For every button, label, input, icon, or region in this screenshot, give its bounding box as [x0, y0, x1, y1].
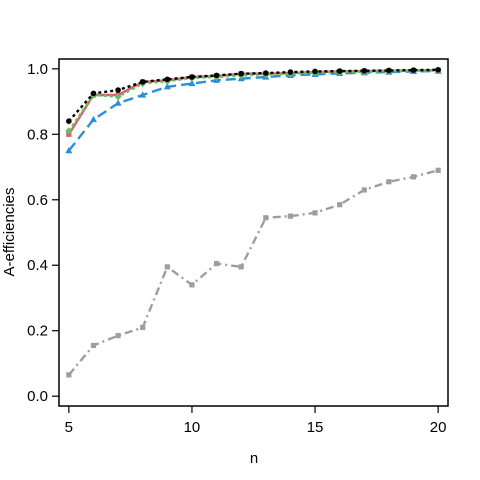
x-tick-label: 20: [430, 419, 447, 436]
series-5: [66, 67, 441, 124]
data-point: [115, 87, 121, 93]
data-point: [213, 260, 220, 267]
series-layer: [65, 66, 442, 378]
data-point: [312, 68, 318, 75]
data-point: [238, 70, 244, 77]
data-point: [139, 79, 146, 85]
data-point: [164, 264, 170, 270]
data-point: [361, 67, 368, 74]
data-point: [287, 69, 294, 75]
data-point: [213, 72, 220, 79]
y-tick-label: 0.0: [27, 388, 48, 405]
data-point: [65, 127, 73, 135]
data-point: [435, 167, 441, 173]
x-axis: 5 10 15 20: [65, 406, 447, 436]
data-point: [90, 90, 97, 97]
series-2: [65, 67, 442, 154]
y-tick-label: 0.8: [27, 126, 48, 143]
series-line: [67, 68, 439, 122]
data-point: [188, 79, 196, 87]
data-point: [89, 115, 97, 123]
data-point: [114, 92, 122, 101]
data-point: [163, 83, 171, 90]
data-point: [189, 74, 195, 80]
data-point: [66, 372, 72, 378]
series-line: [67, 69, 439, 132]
y-tick-label: 0.4: [27, 257, 48, 274]
y-tick-label: 0.6: [27, 192, 48, 209]
data-point: [139, 91, 147, 98]
series-3: [66, 67, 441, 137]
data-point: [386, 179, 392, 185]
data-point: [386, 67, 392, 74]
data-point: [140, 324, 146, 331]
data-point: [263, 70, 269, 76]
data-point: [238, 264, 244, 270]
data-point: [66, 118, 72, 124]
data-point: [114, 99, 122, 106]
data-point: [435, 67, 441, 73]
data-point: [189, 282, 195, 288]
data-point: [90, 342, 97, 349]
x-tick-label: 15: [307, 419, 324, 436]
y-axis: 0.0 0.2 0.4 0.6 0.8 1.0: [27, 61, 59, 405]
data-point: [287, 213, 294, 219]
data-point: [312, 210, 318, 216]
x-tick-label: 10: [184, 419, 201, 436]
data-point: [336, 68, 343, 74]
series-line: [67, 69, 439, 152]
data-point: [361, 187, 367, 193]
plot-frame: [58, 58, 449, 407]
data-point: [410, 67, 417, 73]
series-1: [66, 167, 441, 378]
data-point: [263, 215, 269, 221]
y-tick-label: 1.0: [27, 61, 48, 78]
data-point: [410, 174, 417, 180]
data-point: [65, 146, 73, 154]
y-axis-label: A-efficiencies: [1, 188, 18, 277]
data-point: [164, 76, 171, 83]
data-point: [115, 333, 121, 339]
series-4: [65, 66, 442, 135]
data-point: [337, 202, 343, 208]
series-line: [67, 169, 439, 376]
y-tick-label: 0.2: [27, 323, 48, 340]
x-axis-label: n: [250, 450, 258, 467]
x-tick-label: 5: [65, 419, 73, 436]
